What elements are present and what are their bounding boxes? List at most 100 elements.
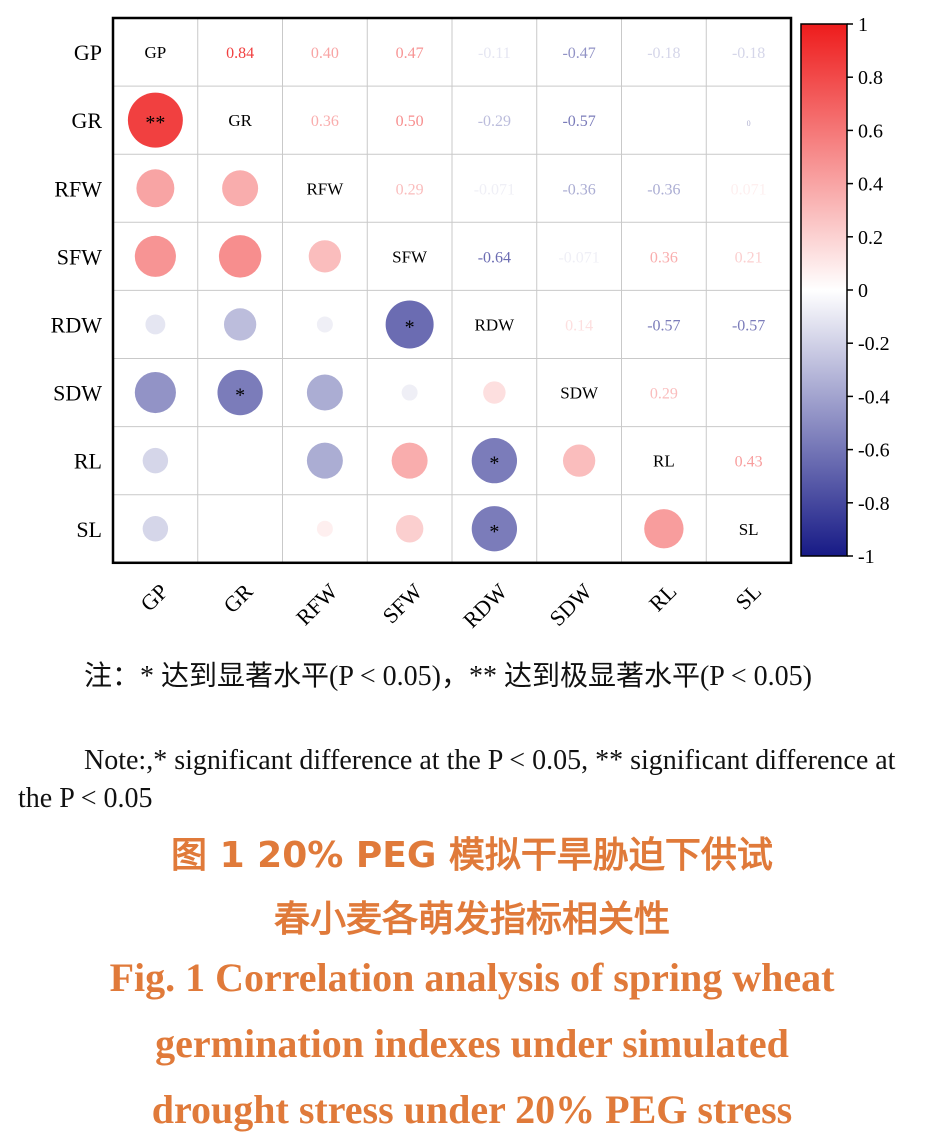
- correlation-circle: [217, 369, 263, 416]
- colorbar: 1 0.8 0.6 0.4 0.2 0 -0.2 -0.4 -0.6 -0.8 -1: [800, 14, 890, 568]
- diagonal-label: RFW: [306, 179, 344, 198]
- correlation-value-label: -0.57: [647, 317, 680, 334]
- significance-mark: *: [489, 521, 499, 543]
- correlation-circle: [316, 520, 333, 537]
- colorbar-tick-label: 0: [858, 280, 868, 302]
- correlation-circle: [306, 442, 343, 479]
- correlation-value-label: 0.14: [565, 317, 593, 334]
- x-tick-label: RFW: [291, 579, 343, 631]
- correlation-circle: [401, 384, 418, 401]
- correlation-value-label: -0.57: [732, 317, 765, 334]
- significance-mark: *: [489, 453, 499, 475]
- significance-mark: *: [235, 385, 245, 407]
- x-tick-label: SDW: [544, 578, 596, 630]
- correlation-value-label: -0.47: [562, 45, 595, 62]
- colorbar-tick-label: 0.8: [858, 67, 883, 89]
- correlation-circle: [391, 442, 428, 479]
- matrix-frame: [111, 16, 793, 565]
- correlation-value-label: -0.57: [562, 113, 595, 130]
- correlation-circle: [223, 308, 257, 341]
- correlation-value-label: -0.36: [562, 181, 595, 198]
- y-tick-label: GR: [71, 108, 102, 133]
- diagonal-label: GR: [228, 111, 252, 130]
- correlation-value-label: -0.18: [732, 45, 765, 62]
- correlation-circle: [136, 169, 175, 208]
- correlation-value-label: -0.36: [647, 181, 680, 198]
- colorbar-tick-label: -0.6: [858, 440, 890, 462]
- correlation-circle: [142, 516, 169, 542]
- correlation-value-label: 0.47: [396, 45, 424, 62]
- correlation-value-label: 0.071: [731, 181, 767, 198]
- correlation-circle: [385, 300, 434, 349]
- correlation-value-label: -0.64: [478, 249, 511, 266]
- note-chinese: 注：* 达到显著水平(P < 0.05)，** 达到极显著水平(P < 0.05…: [84, 661, 812, 692]
- correlation-circle: [471, 506, 518, 552]
- correlation-value-label: -0.18: [647, 45, 680, 62]
- correlation-circle: [395, 515, 424, 543]
- caption-english-line-2: germination indexes under simulated: [155, 1021, 789, 1066]
- correlation-value-label: -0.11: [478, 45, 511, 62]
- caption-english-line-3: drought stress under 20% PEG stress: [151, 1087, 793, 1132]
- x-tick-label: RDW: [458, 578, 512, 632]
- diagonal-label: SDW: [560, 384, 599, 403]
- colorbar-tick-label: -0.8: [858, 493, 890, 515]
- caption-english-line-1: Fig. 1 Correlation analysis of spring wh…: [109, 955, 835, 1000]
- colorbar-tick-label: -1: [858, 546, 875, 568]
- correlation-value-label: 0.43: [735, 454, 763, 471]
- diagonal-label: RL: [653, 452, 675, 471]
- diagonal-label: SL: [739, 520, 759, 539]
- y-tick-label: RDW: [51, 312, 103, 337]
- correlation-circle: [308, 240, 342, 273]
- correlation-circle: [134, 235, 176, 277]
- correlation-circle: [471, 438, 518, 484]
- matrix-cells: GP GR RFW SFW RDW SDW RL SL 0.84 0.40 0.47 -0.11 -0.…: [127, 43, 767, 552]
- diagonal-label: GP: [145, 43, 167, 62]
- diagonal-label: RDW: [475, 315, 516, 334]
- diagonal-label: SFW: [392, 247, 428, 266]
- correlation-value-label: 0.40: [311, 45, 339, 62]
- colorbar-tick-label: -0.4: [858, 386, 890, 408]
- correlation-value-label: 0.36: [311, 113, 339, 130]
- correlation-value-label: 0.21: [735, 249, 763, 266]
- correlation-value-label: 0.50: [396, 113, 424, 130]
- colorbar-gradient: [800, 23, 848, 557]
- y-tick-label: SFW: [57, 244, 102, 269]
- caption-chinese-line-2: 春小麦各萌发指标相关性: [273, 899, 670, 940]
- correlation-value-label: -0.071: [558, 249, 599, 266]
- correlation-circle: [222, 170, 259, 207]
- y-tick-label: RL: [74, 449, 102, 474]
- colorbar-tick-label: 0.6: [858, 120, 883, 142]
- correlation-circle: [483, 381, 506, 404]
- correlation-value-label: -0.071: [474, 181, 515, 198]
- correlation-circle: [145, 314, 166, 335]
- correlation-value-label: 0.29: [396, 181, 424, 198]
- correlation-circle: [134, 371, 176, 414]
- correlation-circle: [218, 235, 262, 278]
- correlation-value-label: 0.36: [650, 249, 678, 266]
- colorbar-tick-label: -0.2: [858, 333, 890, 355]
- significance-mark: *: [405, 316, 415, 338]
- correlation-circle: [127, 92, 183, 148]
- correlation-circle: [644, 509, 684, 549]
- colorbar-tick-label: 0.4: [858, 174, 883, 196]
- correlation-circle: [316, 316, 333, 333]
- correlation-value-label: 0.29: [650, 386, 678, 403]
- matrix-grid: [111, 16, 793, 565]
- colorbar-tick-label: 1: [858, 14, 868, 36]
- correlation-value-label: 0: [747, 119, 751, 128]
- y-tick-label: SL: [76, 517, 102, 542]
- y-tick-label: RFW: [54, 176, 102, 201]
- x-tick-label: SL: [730, 579, 766, 615]
- x-tick-label: GR: [218, 578, 258, 618]
- correlation-circle: [142, 447, 169, 474]
- colorbar-tick-label: 0.2: [858, 227, 883, 249]
- y-tick-label: GP: [74, 40, 102, 65]
- correlation-value-label: 0.84: [226, 45, 254, 62]
- x-tick-label: RL: [644, 579, 682, 617]
- note-english: Note:,* significant difference at the P …: [18, 745, 896, 814]
- x-tick-label: SFW: [377, 579, 427, 629]
- y-tick-label: SDW: [53, 381, 102, 406]
- correlation-circle: [562, 444, 596, 477]
- x-tick-label: GP: [135, 579, 173, 617]
